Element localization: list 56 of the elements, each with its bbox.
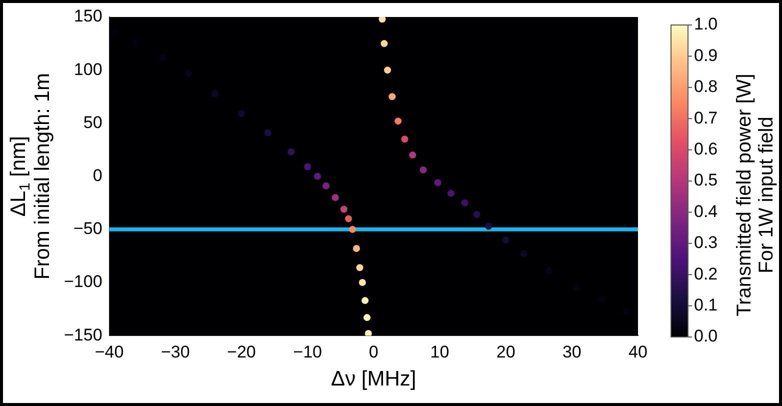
- x-tick-label: 40: [628, 342, 648, 362]
- point: [364, 314, 371, 322]
- color-bar-label: 0.9: [694, 46, 718, 65]
- y-tick-label: 100: [74, 60, 102, 79]
- point: [340, 206, 348, 213]
- point: [473, 211, 480, 218]
- x-tick-label: 10: [430, 342, 450, 362]
- point: [238, 110, 245, 118]
- point: [384, 66, 392, 74]
- point: [388, 93, 396, 100]
- x-tick-label: −30: [160, 342, 190, 362]
- x-tick-label: −20: [227, 342, 256, 362]
- x-tick-label: 30: [562, 342, 582, 362]
- color-bar-label: 0.4: [694, 202, 718, 221]
- x-tick-label: 0: [368, 342, 378, 362]
- point: [322, 182, 330, 190]
- y-tick-label: 150: [74, 6, 102, 26]
- point: [409, 152, 416, 159]
- y-tick-label: −100: [64, 272, 102, 292]
- y-tick-label: −150: [64, 325, 102, 344]
- color-bar-label: 0.3: [694, 233, 718, 252]
- x-tick-label: −40: [94, 342, 124, 362]
- color-bar-label: 0.2: [694, 264, 718, 284]
- point: [380, 40, 388, 48]
- point: [362, 297, 369, 304]
- point: [434, 179, 442, 186]
- point: [401, 136, 408, 143]
- color-bar-label: 1.0: [694, 14, 718, 34]
- point: [447, 190, 454, 197]
- color-bar-label: 0.7: [694, 108, 718, 128]
- point: [304, 163, 312, 170]
- y-tick-label: 0: [92, 166, 102, 185]
- y-tick-label: 50: [83, 112, 102, 132]
- point: [378, 17, 386, 23]
- point: [502, 236, 510, 244]
- point: [332, 194, 339, 202]
- point: [288, 148, 295, 156]
- y-tick-label: −50: [73, 219, 102, 238]
- color-bar-label: 0.8: [694, 77, 718, 96]
- point: [345, 215, 352, 222]
- point: [352, 245, 360, 252]
- color-bar-label: 0.0: [694, 326, 718, 346]
- x-tick-label: 20: [496, 342, 516, 362]
- x-tick-label: −10: [293, 342, 322, 362]
- x-axis-title: Δν [MHz]: [331, 367, 416, 390]
- color-bar-label: 0.1: [694, 295, 718, 314]
- color-bar-title: Transmitted field power [W] For 1W input field: [734, 74, 778, 316]
- point: [520, 250, 528, 258]
- point: [364, 330, 372, 336]
- point: [394, 118, 402, 125]
- point: [420, 166, 427, 174]
- point: [349, 226, 356, 233]
- color-bar-label: 0.5: [694, 170, 718, 190]
- point: [485, 222, 492, 230]
- point: [461, 199, 468, 206]
- color-bar-label: 0.6: [694, 139, 718, 158]
